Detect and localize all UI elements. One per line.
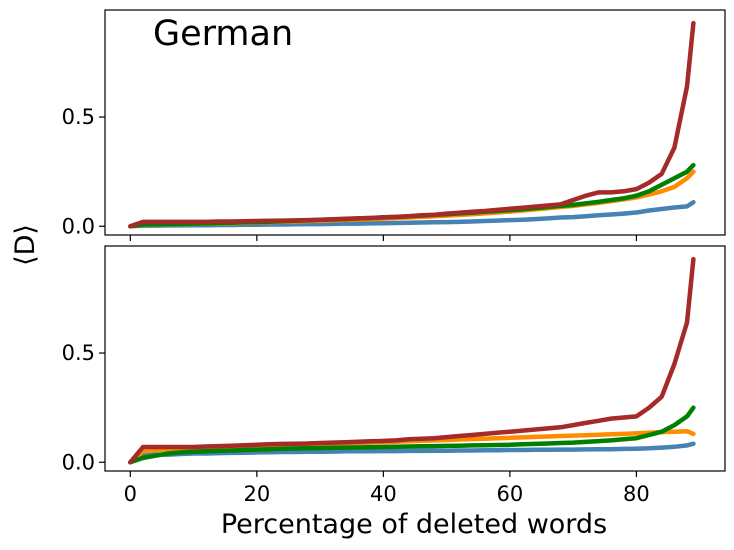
top-panel: 0.0 0.5 German (62, 9, 726, 241)
x-axis-label: Percentage of deleted words (221, 509, 607, 540)
bottom-x-tick-label: 20 (243, 482, 270, 506)
bottom-x-tick-label: 80 (623, 482, 650, 506)
top-y-tick-label: 0.0 (62, 214, 95, 238)
bottom-series-line-brown (128, 256, 696, 465)
bottom-x-tick-label: 0 (124, 482, 137, 506)
bottom-series-line-green (128, 405, 696, 465)
bottom-y-tick-label: 0.5 (62, 341, 95, 365)
bottom-y-tick-label: 0.0 (62, 450, 95, 474)
top-panel-title: German (153, 14, 293, 54)
bottom-panel: 0.0 0.5 0 20 40 60 80 (62, 245, 726, 506)
top-plot-frame (104, 9, 726, 236)
bottom-x-tick-label: 40 (370, 482, 397, 506)
bottom-series-line-steelblue (128, 441, 696, 465)
bottom-x-tick-label: 60 (497, 482, 524, 506)
top-series-line-brown (128, 20, 696, 229)
y-axis-label: ⟨D⟩ (10, 224, 41, 266)
top-y-tick-label: 0.5 (62, 105, 95, 129)
bottom-plot-frame (104, 245, 726, 472)
